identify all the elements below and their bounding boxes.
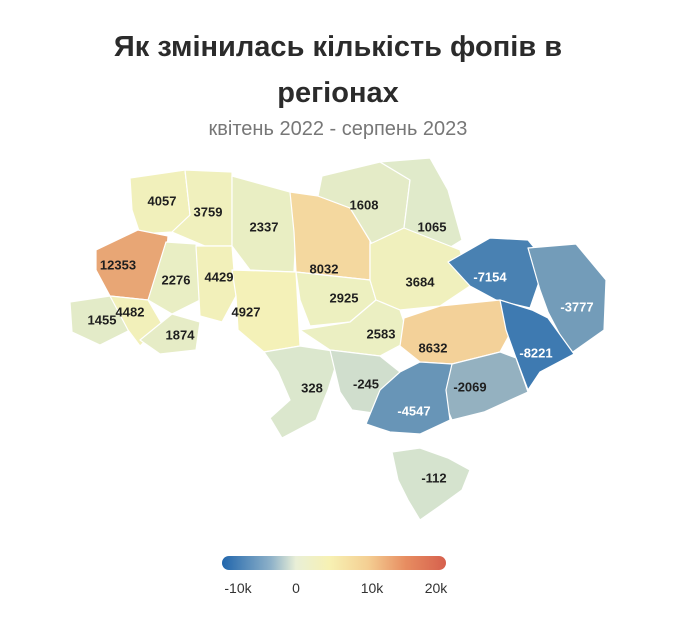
region-label-odesa: 328 — [301, 380, 323, 395]
region-label-dnipropetrovsk: 8632 — [419, 340, 448, 355]
regions-layer — [69, 157, 607, 521]
chart-title-line-1: Як змінилась кількість фопів в — [113, 31, 563, 63]
region-label-zakarpattia: 1455 — [88, 312, 117, 327]
legend-tick-label: 0 — [292, 580, 300, 596]
legend-tick-label: -10k — [224, 580, 252, 596]
chart-title: Як змінилась кількість фопів в регіонах — [0, 24, 676, 116]
region-kherson[interactable] — [365, 361, 453, 435]
region-label-rivne: 3759 — [194, 204, 223, 219]
region-zakarpattia[interactable] — [69, 295, 131, 346]
region-label-ternopil: 2276 — [162, 272, 191, 287]
region-label-zaporizhzhia: -2069 — [453, 379, 486, 394]
region-label-luhansk: -3777 — [560, 299, 593, 314]
region-label-kirovohrad: 2583 — [367, 326, 396, 341]
region-label-crimea: -112 — [421, 470, 446, 485]
region-label-vinnytsia: 4927 — [232, 304, 261, 319]
region-label-donetsk: -8221 — [519, 345, 552, 360]
region-label-cherkasy: 2925 — [330, 290, 359, 305]
region-luhansk[interactable] — [527, 243, 607, 355]
region-label-poltava: 3684 — [406, 274, 436, 289]
region-label-volyn: 4057 — [148, 193, 177, 208]
region-label-kharkiv: -7154 — [473, 269, 507, 284]
region-label-ivano-frankivsk: 4482 — [116, 304, 145, 319]
region-label-kherson: -4547 — [397, 403, 430, 418]
region-ternopil[interactable] — [147, 241, 201, 315]
chart-title-line-2: регіонах — [277, 77, 399, 109]
region-label-khmelnytskyi: 4429 — [205, 269, 234, 284]
region-donetsk[interactable] — [499, 299, 575, 391]
chart-subtitle: квітень 2022 - серпень 2023 — [208, 118, 468, 140]
region-chernivtsi[interactable] — [139, 313, 201, 355]
region-odesa[interactable] — [263, 345, 341, 439]
region-khmelnytskyi[interactable] — [195, 245, 237, 323]
color-scale-legend — [222, 556, 446, 570]
labels-layer: 4057 3759 2337 8032 1608 1065 12353 2276 4429 145… — [88, 193, 594, 485]
region-label-kyiv-oblast: 8032 — [310, 261, 339, 276]
legend-tick-label: 20k — [424, 580, 448, 596]
region-label-zhytomyr: 2337 — [250, 219, 279, 234]
region-label-mykolaiv: -245 — [353, 376, 379, 391]
region-label-lviv: 12353 — [100, 257, 136, 272]
region-crimea[interactable] — [391, 447, 471, 521]
legend-tick-label: 10k — [360, 580, 384, 596]
region-label-chernivtsi: 1874 — [166, 327, 196, 342]
region-label-sumy: 1065 — [418, 219, 447, 234]
region-label-chernihiv: 1608 — [350, 197, 379, 212]
